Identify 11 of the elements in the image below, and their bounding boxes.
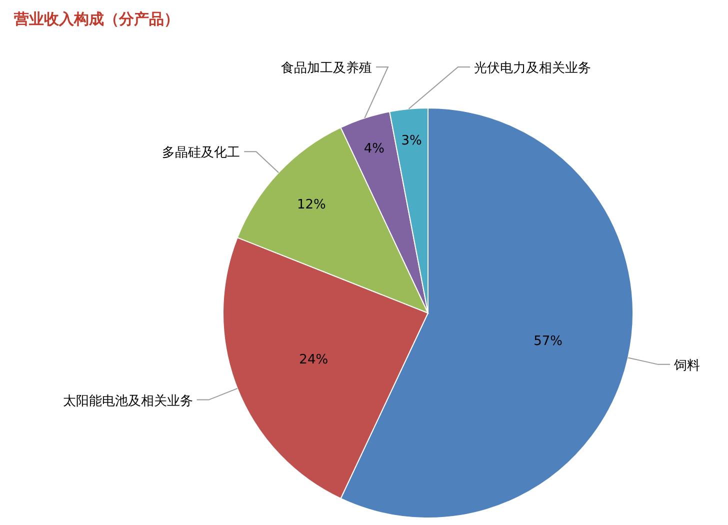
data-label: 4% [364,141,384,156]
slice-label: 太阳能电池及相关业务 [62,394,193,409]
slice-label: 光伏电力及相关业务 [474,61,591,76]
chart-title: 营业收入构成（分产品） [13,10,179,28]
data-label: 57% [534,334,562,349]
data-label: 24% [299,352,328,368]
slice-label: 食品加工及养殖 [281,60,372,76]
slice-label: 饲料 [673,358,700,374]
data-label: 3% [401,134,422,149]
data-label: 12% [296,198,326,213]
slice-label: 多晶硅及化工 [162,146,240,161]
